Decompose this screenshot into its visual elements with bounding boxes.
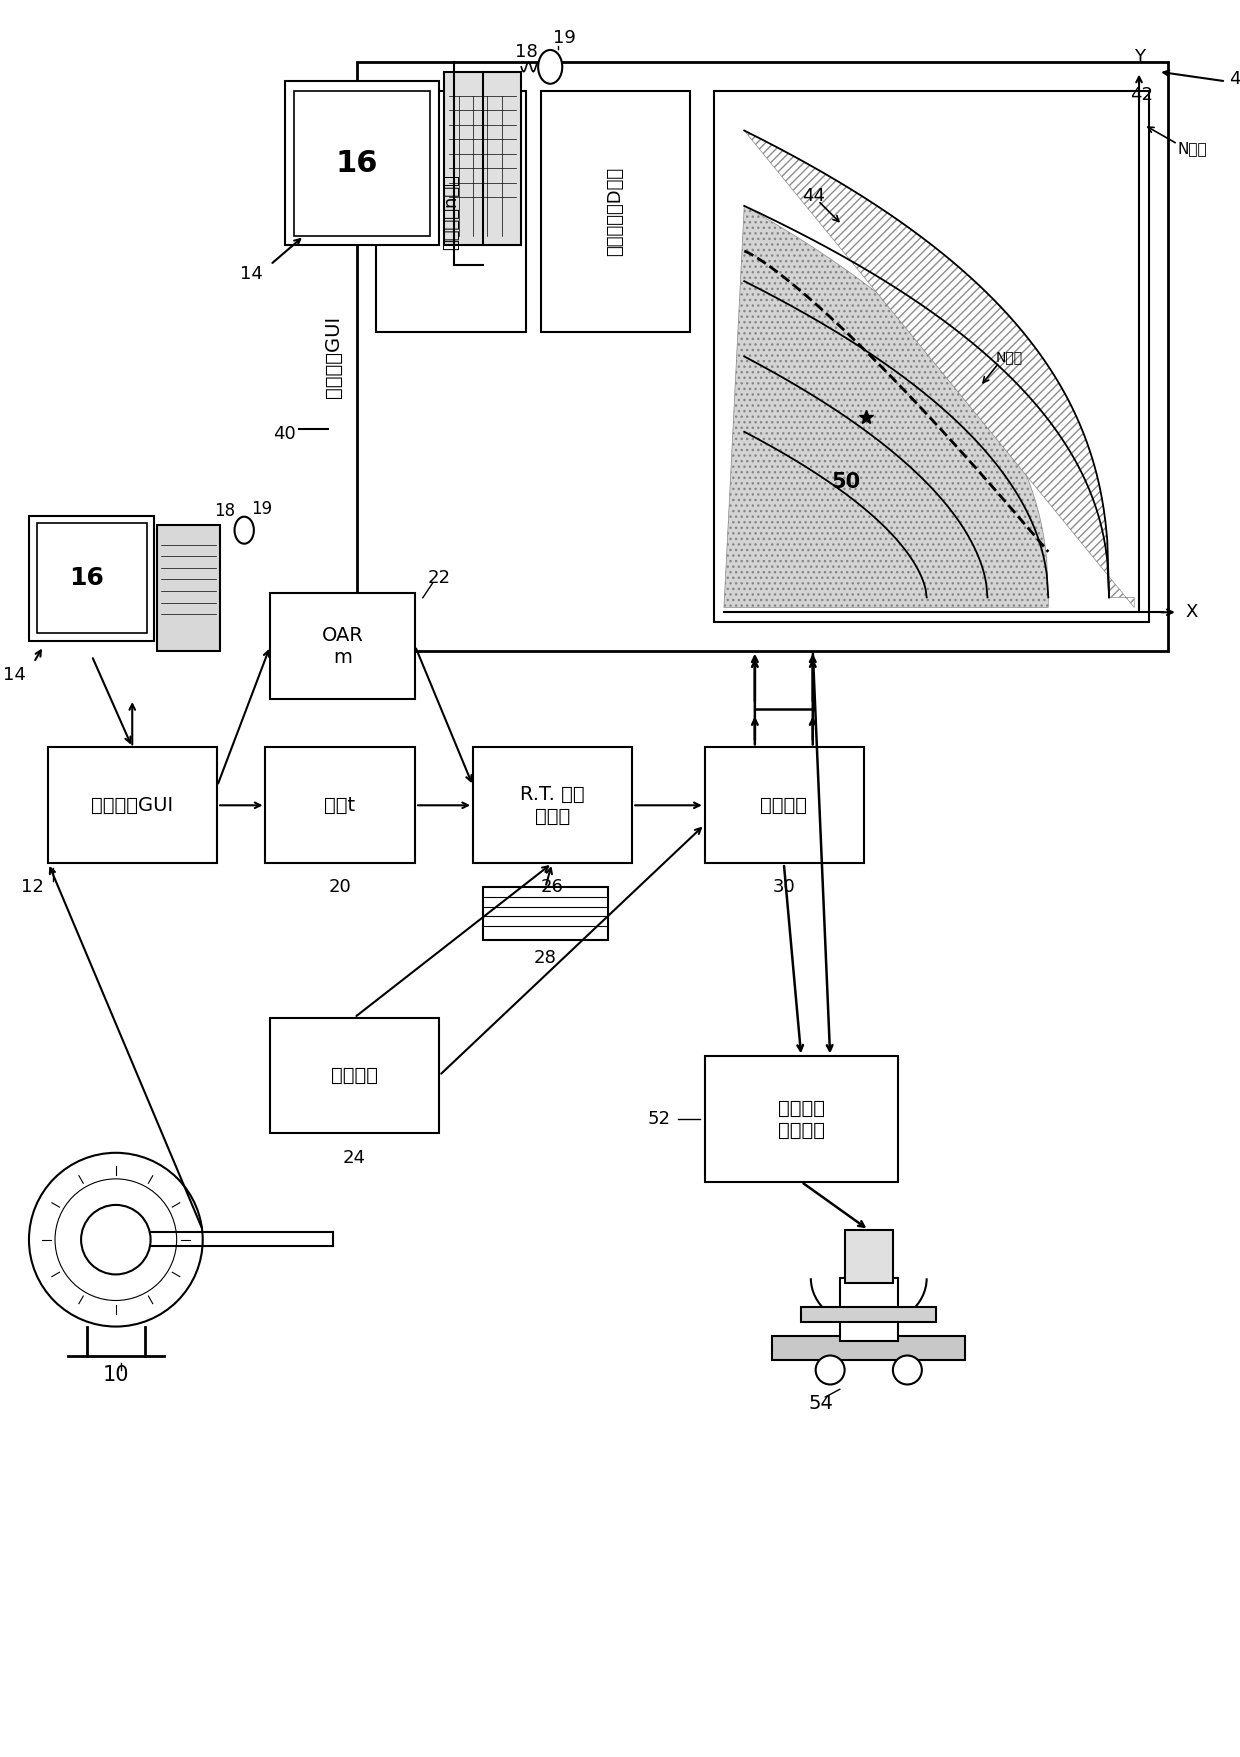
Circle shape bbox=[29, 1153, 202, 1327]
Text: 当前总剂量D当前: 当前总剂量D当前 bbox=[606, 167, 624, 257]
Text: R.T. 计划
优化器: R.T. 计划 优化器 bbox=[520, 785, 584, 826]
Bar bbox=[444, 72, 521, 246]
Bar bbox=[704, 1056, 898, 1182]
Bar bbox=[157, 525, 219, 650]
Bar bbox=[29, 517, 155, 641]
Bar bbox=[270, 592, 415, 699]
Bar bbox=[844, 1230, 893, 1283]
Text: 18: 18 bbox=[215, 503, 236, 520]
Bar bbox=[541, 91, 691, 332]
Text: 19: 19 bbox=[250, 501, 272, 518]
Text: 20: 20 bbox=[329, 878, 351, 896]
Text: 40: 40 bbox=[273, 425, 296, 443]
Text: 16: 16 bbox=[69, 566, 104, 590]
Bar bbox=[714, 91, 1148, 622]
Bar bbox=[773, 1337, 965, 1360]
Bar bbox=[704, 747, 864, 863]
Circle shape bbox=[81, 1205, 150, 1274]
Text: 50: 50 bbox=[831, 473, 861, 492]
Text: 24: 24 bbox=[342, 1149, 366, 1167]
Bar bbox=[270, 1017, 439, 1133]
Text: 轮廓描绘GUI: 轮廓描绘GUI bbox=[92, 796, 174, 815]
Text: X: X bbox=[1185, 603, 1198, 622]
Bar bbox=[37, 524, 146, 634]
Text: 剂量分布: 剂量分布 bbox=[760, 796, 807, 815]
Ellipse shape bbox=[234, 517, 254, 543]
Text: 42: 42 bbox=[1131, 86, 1153, 104]
Bar bbox=[472, 747, 632, 863]
Bar bbox=[357, 61, 1168, 650]
Text: 26: 26 bbox=[541, 878, 563, 896]
Text: 30: 30 bbox=[773, 878, 795, 896]
Text: 54: 54 bbox=[808, 1395, 833, 1413]
Text: 分次优化GUI: 分次优化GUI bbox=[324, 316, 342, 397]
Polygon shape bbox=[744, 130, 1135, 608]
Circle shape bbox=[893, 1355, 921, 1385]
Bar bbox=[285, 81, 439, 246]
Text: 16: 16 bbox=[336, 149, 378, 177]
Text: 12: 12 bbox=[21, 878, 43, 896]
Text: 44: 44 bbox=[801, 186, 825, 206]
Text: OAR
m: OAR m bbox=[321, 625, 363, 666]
Text: 42: 42 bbox=[1229, 70, 1240, 88]
Text: 当前分次n当前: 当前分次n当前 bbox=[441, 174, 460, 249]
Polygon shape bbox=[724, 206, 1048, 608]
Bar bbox=[48, 747, 217, 863]
Text: N最大: N最大 bbox=[1177, 141, 1207, 156]
Text: 分次辐射
治疗计划: 分次辐射 治疗计划 bbox=[777, 1098, 825, 1140]
Text: 18: 18 bbox=[515, 44, 537, 61]
Text: 肿瑞t: 肿瑞t bbox=[324, 796, 356, 815]
Circle shape bbox=[816, 1355, 844, 1385]
Text: 19: 19 bbox=[553, 28, 577, 47]
Text: Y: Y bbox=[1133, 47, 1145, 67]
Bar bbox=[839, 1279, 898, 1341]
Text: 14: 14 bbox=[239, 265, 263, 283]
Bar bbox=[482, 887, 608, 940]
Text: 28: 28 bbox=[534, 949, 557, 966]
Text: 剂量目标: 剂量目标 bbox=[331, 1066, 378, 1086]
Bar bbox=[265, 747, 415, 863]
Text: 22: 22 bbox=[428, 569, 450, 587]
Text: N最小: N最小 bbox=[996, 350, 1023, 364]
Text: 52: 52 bbox=[647, 1110, 671, 1128]
Bar bbox=[377, 91, 526, 332]
Text: 10: 10 bbox=[103, 1365, 129, 1385]
Bar bbox=[294, 91, 429, 235]
Text: 14: 14 bbox=[2, 666, 26, 683]
Bar bbox=[801, 1307, 936, 1321]
Ellipse shape bbox=[538, 49, 562, 84]
